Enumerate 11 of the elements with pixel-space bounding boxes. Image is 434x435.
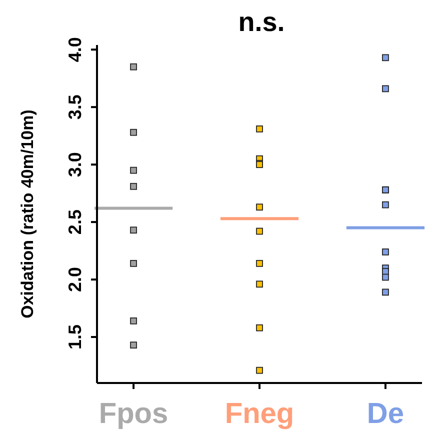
x-tick-label: De (366, 398, 404, 430)
x-tick-label: Fneg (224, 398, 294, 430)
y-tick-label: 3.5 (65, 94, 85, 120)
y-tick-label: 2.0 (65, 267, 85, 292)
chart-title: n.s. (237, 7, 286, 38)
y-axis-title: Oxidation (ratio 40m/10m) (18, 110, 38, 318)
y-tick-label: 2.5 (65, 210, 85, 235)
y-tick-label: 1.5 (65, 324, 85, 350)
x-tick-label: Fpos (98, 398, 168, 430)
y-tick-label: 3.0 (65, 152, 85, 178)
y-tick-label: 4.0 (65, 37, 85, 62)
